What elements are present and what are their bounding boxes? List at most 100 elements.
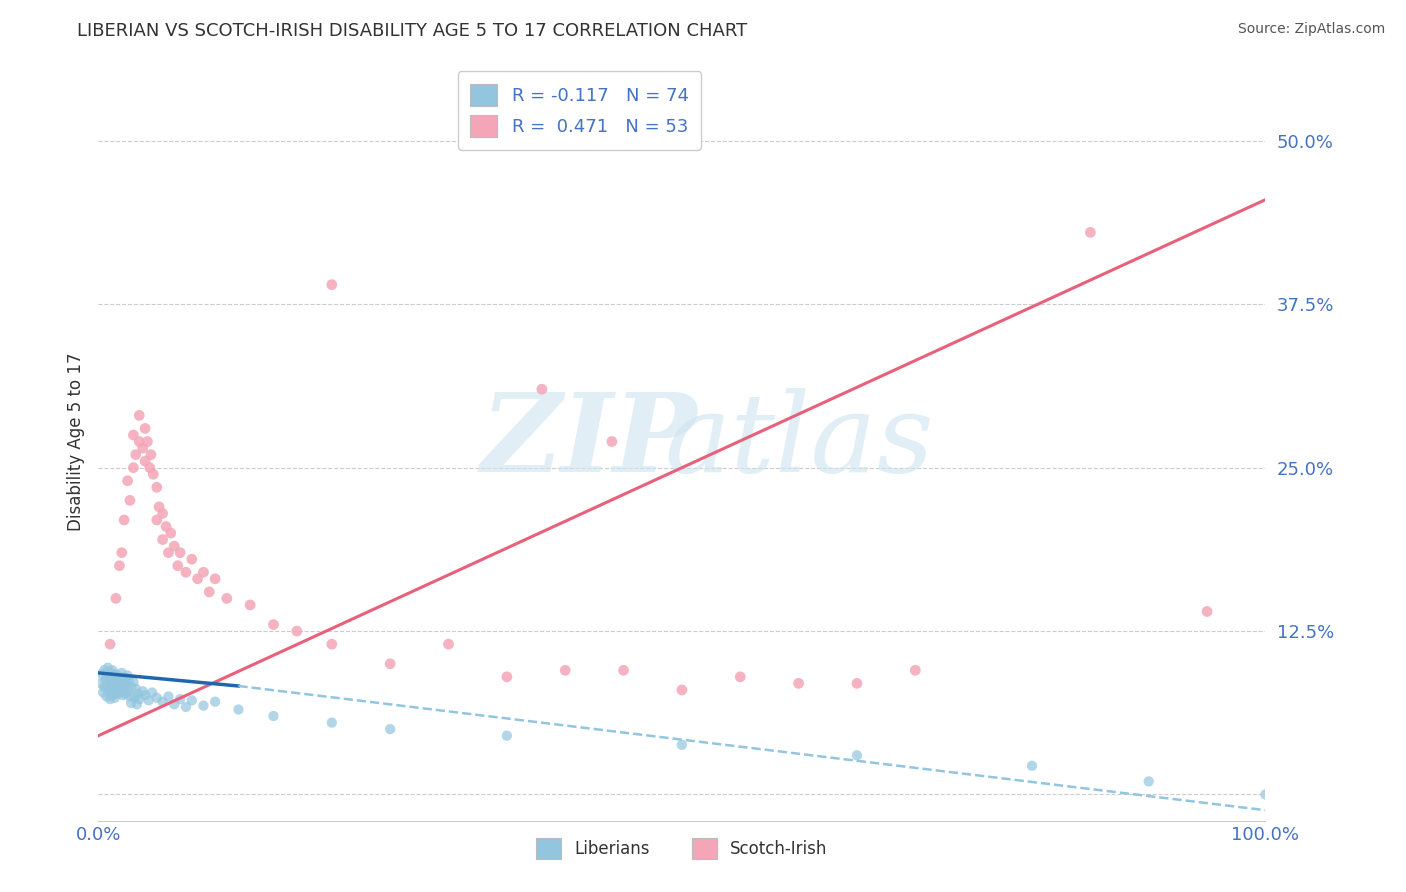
Point <box>613 663 636 677</box>
Point <box>321 637 343 651</box>
Point <box>148 500 170 514</box>
Text: Source: ZipAtlas.com: Source: ZipAtlas.com <box>1237 22 1385 37</box>
Point <box>141 685 163 699</box>
Point <box>120 681 142 695</box>
Point <box>671 682 693 697</box>
Point <box>122 460 145 475</box>
Point <box>169 546 191 560</box>
Point <box>1137 774 1160 789</box>
Point <box>125 681 148 696</box>
Point <box>152 695 174 709</box>
Point <box>132 684 155 698</box>
Point <box>98 682 121 697</box>
Point <box>600 434 623 449</box>
Point <box>98 637 121 651</box>
Point <box>94 673 117 687</box>
Point <box>146 480 169 494</box>
Text: LIBERIAN VS SCOTCH-IRISH DISABILITY AGE 5 TO 17 CORRELATION CHART: LIBERIAN VS SCOTCH-IRISH DISABILITY AGE … <box>77 22 748 40</box>
Point <box>215 591 238 606</box>
Point <box>100 673 122 687</box>
Point <box>122 675 145 690</box>
Point <box>204 572 226 586</box>
Point <box>228 702 250 716</box>
Point <box>730 670 752 684</box>
Point <box>124 690 146 705</box>
Point <box>98 665 121 680</box>
Point <box>117 668 139 682</box>
Point <box>139 460 162 475</box>
Point <box>380 722 402 736</box>
Point <box>101 663 124 677</box>
Point <box>262 709 284 723</box>
Point <box>193 566 215 580</box>
Point <box>152 507 174 521</box>
Point <box>904 663 927 677</box>
Point <box>108 685 131 699</box>
Point <box>117 684 139 698</box>
Point <box>112 681 135 695</box>
Point <box>96 668 118 682</box>
Point <box>91 685 114 699</box>
Point <box>128 692 150 706</box>
Point <box>111 665 134 680</box>
Point <box>115 678 138 692</box>
Point <box>174 566 197 580</box>
Point <box>127 687 149 701</box>
Point <box>146 513 169 527</box>
Point <box>125 448 148 462</box>
Point <box>111 546 134 560</box>
Point <box>174 699 197 714</box>
Point <box>111 688 134 702</box>
Point <box>193 698 215 713</box>
Point <box>157 546 180 560</box>
Point <box>108 558 131 573</box>
Y-axis label: Disability Age 5 to 17: Disability Age 5 to 17 <box>66 352 84 531</box>
Point <box>118 690 141 704</box>
Point <box>138 693 160 707</box>
Point <box>166 558 188 573</box>
Point <box>134 454 156 468</box>
Point <box>132 441 155 455</box>
Point <box>136 434 159 449</box>
Point <box>104 667 127 681</box>
Point <box>118 493 141 508</box>
Point <box>530 382 553 396</box>
Point <box>111 682 134 697</box>
Point <box>104 681 127 696</box>
Point <box>142 467 165 482</box>
Point <box>1254 788 1277 802</box>
Point <box>496 729 519 743</box>
Point <box>112 513 135 527</box>
Point <box>114 687 136 701</box>
Point <box>787 676 810 690</box>
Point <box>97 679 120 693</box>
Point <box>98 692 121 706</box>
Point <box>1021 758 1043 772</box>
Point <box>496 670 519 684</box>
Point <box>157 690 180 704</box>
Point <box>97 675 120 690</box>
Point <box>104 690 127 705</box>
Point <box>262 617 284 632</box>
Point <box>93 681 115 695</box>
Point <box>118 673 141 688</box>
Point <box>671 738 693 752</box>
Point <box>105 687 128 701</box>
Point <box>239 598 262 612</box>
Point <box>110 676 132 690</box>
Point <box>103 668 125 682</box>
Point <box>114 671 136 685</box>
Point <box>104 675 127 690</box>
Point <box>321 715 343 730</box>
Point <box>204 695 226 709</box>
Point <box>152 533 174 547</box>
Point <box>90 667 112 681</box>
Point <box>554 663 576 677</box>
Point <box>159 526 181 541</box>
Text: ZIP: ZIP <box>481 388 697 495</box>
Point <box>187 572 209 586</box>
Point <box>1195 605 1218 619</box>
Point <box>139 448 162 462</box>
Point <box>97 661 120 675</box>
Point <box>122 428 145 442</box>
